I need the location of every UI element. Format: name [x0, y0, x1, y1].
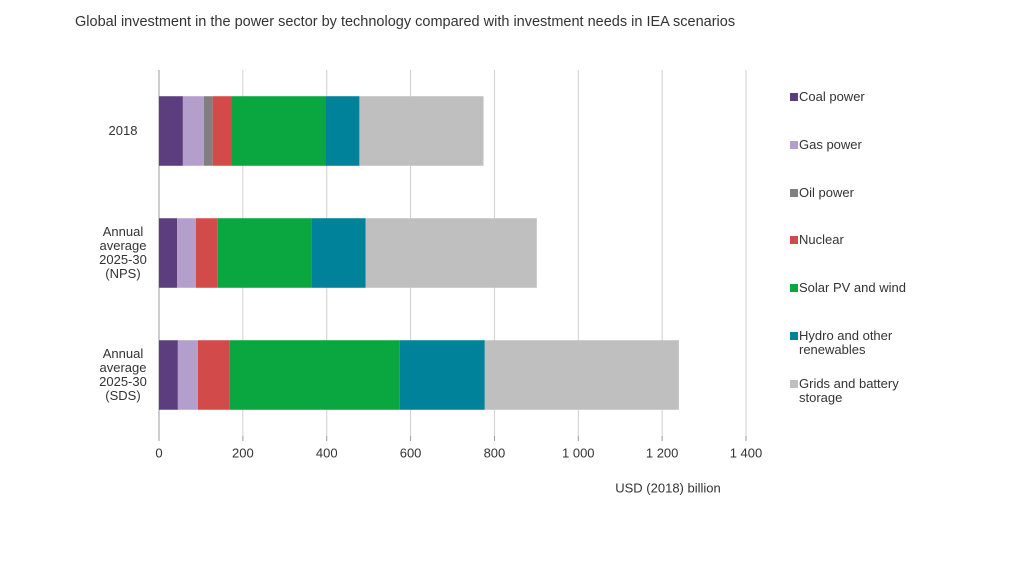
x-tick-label: 800: [484, 445, 506, 460]
bar-segment: [229, 340, 400, 410]
bar-segment: [231, 96, 326, 166]
bar-segment: [182, 96, 204, 166]
legend-swatch: [790, 140, 798, 149]
legend-swatch: [790, 284, 798, 293]
legend-label: Oil power: [799, 184, 854, 200]
y-tick-label: Annual average 2025-30 (SDS): [99, 346, 147, 403]
legend-label: Solar PV and wind: [799, 280, 906, 296]
x-tick-label: 200: [232, 445, 254, 460]
legend-swatch: [790, 236, 798, 245]
bar-segment: [177, 340, 198, 410]
bar-segment: [195, 218, 218, 288]
x-tick-label: 1 000: [562, 445, 595, 460]
bar-segment: [159, 218, 178, 288]
x-axis-title: USD (2018) billion: [615, 480, 721, 495]
bar-segment: [177, 218, 196, 288]
bar-segment: [365, 218, 537, 288]
bar-segment: [359, 96, 484, 166]
y-tick-label: 2018: [108, 123, 138, 138]
legend-swatch: [790, 379, 798, 388]
legend-swatch: [790, 93, 798, 101]
bar-segment: [159, 96, 183, 166]
y-tick-label: Annual average 2025-30 (NPS): [99, 224, 147, 281]
x-tick-label: 0: [155, 445, 162, 460]
legend-label: Grids and battery storage: [799, 375, 899, 405]
bar-segment: [311, 218, 366, 288]
bar-segment: [197, 340, 230, 410]
bar-segment: [212, 96, 232, 166]
x-tick-label: 400: [316, 445, 338, 460]
legend-swatch: [790, 188, 798, 197]
bar-segment: [325, 96, 360, 166]
legend-swatch: [790, 332, 798, 340]
chart-title: Global investment in the power sector by…: [75, 14, 735, 30]
bar-segment: [484, 340, 679, 410]
bar-segment: [203, 96, 213, 166]
legend-label: Nuclear: [799, 232, 844, 248]
bar-segment: [399, 340, 485, 410]
legend-label: Hydro and other renewables: [799, 328, 893, 357]
bar-segment: [159, 340, 178, 410]
legend-label: Coal power: [799, 89, 865, 104]
x-tick-label: 1 400: [730, 445, 763, 460]
x-tick-label: 600: [400, 445, 422, 460]
bar-segment: [217, 218, 312, 288]
legend-label: Gas power: [799, 136, 862, 152]
x-tick-label: 1 200: [646, 445, 679, 460]
